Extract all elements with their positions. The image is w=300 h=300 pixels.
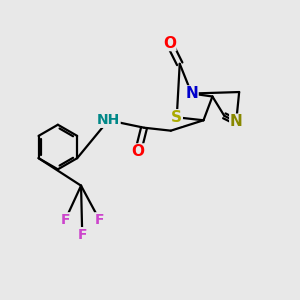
- Text: F: F: [61, 213, 70, 227]
- Text: F: F: [77, 228, 87, 242]
- Text: F: F: [95, 213, 104, 227]
- Text: O: O: [132, 144, 145, 159]
- Text: NH: NH: [97, 113, 120, 127]
- Text: N: N: [185, 86, 198, 101]
- Text: S: S: [171, 110, 182, 125]
- Text: O: O: [163, 35, 176, 50]
- Text: N: N: [230, 114, 243, 129]
